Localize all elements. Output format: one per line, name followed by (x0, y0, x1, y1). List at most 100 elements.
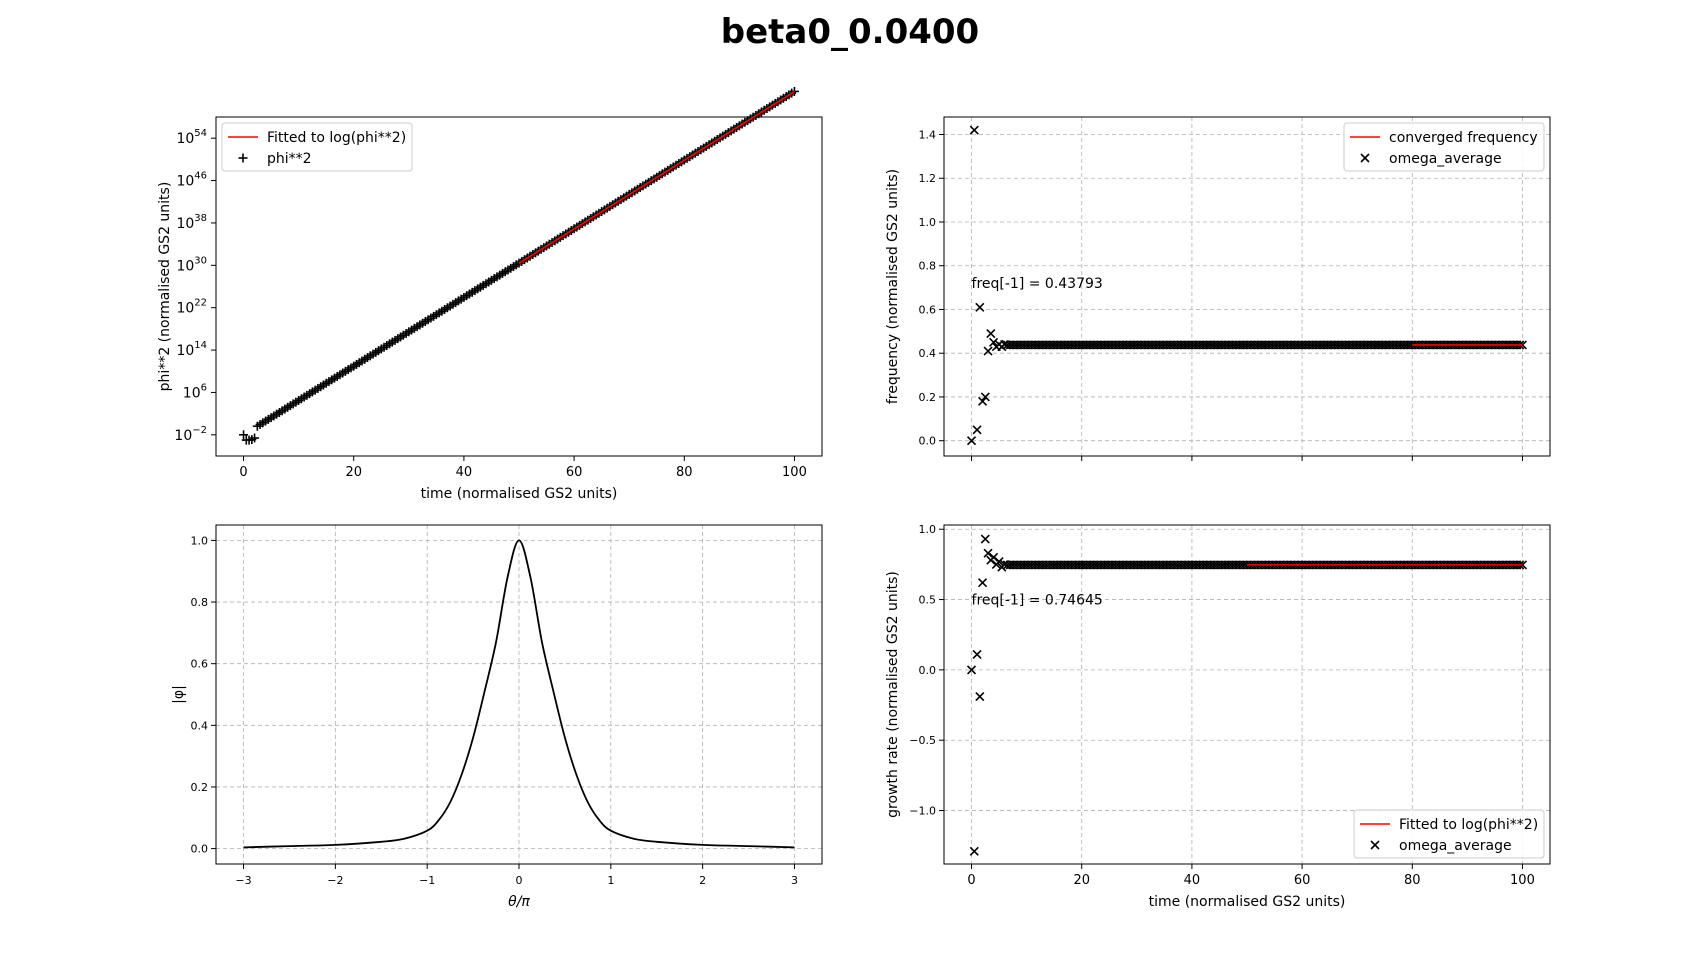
y-tick-label: 1.2 (919, 172, 937, 185)
legend-frame (221, 122, 413, 172)
y-tick-label: 1.0 (919, 216, 937, 229)
axes-frame (943, 116, 1551, 457)
eigenfunction-chart: −3 −2 −1 0 1 2 3 0.0 0.2 0.4 0.6 0.8 1.0 θ/π |φ| (171, 524, 823, 910)
legend-label: Fitted to log(phi**2) (267, 130, 406, 146)
growth-annotation: freq[-1] = 0.74645 (972, 593, 1103, 609)
x-tick-label: 3 (791, 874, 798, 887)
y-tick-label: −0.5 (909, 734, 936, 747)
y-tick-label: 1030 (176, 255, 207, 274)
frequency-chart: 0.0 0.2 0.4 0.6 0.8 1.0 1.2 1.4 frequency (norma… (885, 116, 1551, 461)
x-tick-label: −1 (419, 874, 435, 887)
axes-frame (943, 524, 1551, 865)
legend: Fitted to log(phi**2) phi**2 (221, 122, 413, 172)
y-tick-label: 0.5 (919, 594, 937, 607)
x-tick-label: 0 (967, 873, 975, 888)
x-tick-label: 60 (566, 465, 583, 480)
y-axis-label: growth rate (normalised GS2 units) (885, 571, 901, 818)
growth-point (975, 692, 985, 702)
frequency-point (986, 328, 996, 339)
y-tick-label: 1054 (176, 128, 207, 147)
growth-rate-chart: 0 20 40 60 80 100 −1.0 −0.5 0.0 0.5 1.0 time (norma… (885, 523, 1551, 910)
y-tick-label: 0.6 (919, 303, 937, 316)
y-tick-label: 1.0 (919, 523, 937, 536)
y-tick-label: 0.8 (919, 260, 937, 273)
growth-point (983, 548, 993, 558)
x-tick-label: −2 (327, 874, 343, 887)
y-tick-label: −1.0 (909, 805, 936, 818)
x-tick-label: 60 (1294, 873, 1311, 888)
frequency-point (966, 436, 977, 446)
y-tick-label: 10−2 (174, 425, 207, 444)
growth-point (989, 552, 999, 562)
x-tick-label: 40 (1184, 873, 1201, 888)
phi2-point (239, 430, 249, 440)
x-tick-label: 80 (1404, 873, 1421, 888)
legend-x-marker (1360, 153, 1370, 163)
legend-frame (1343, 122, 1545, 172)
y-tick-label: 106 (183, 382, 207, 401)
growth-point (969, 846, 979, 856)
y-axis-label: phi**2 (normalised GS2 units) (157, 182, 173, 392)
legend: Fitted to log(phi**2) omega_average (1353, 809, 1545, 859)
x-tick-label: 1 (607, 874, 614, 887)
x-tick-label: 0 (516, 874, 523, 887)
frequency-point (975, 302, 985, 312)
frequency-point (969, 125, 979, 135)
figure-title: beta0_0.0400 (720, 12, 980, 52)
y-tick-label: 1.4 (919, 128, 937, 141)
legend-label: omega_average (1389, 151, 1502, 167)
frequency-point (989, 337, 999, 347)
growth-point (966, 665, 977, 675)
legend-label: omega_average (1399, 838, 1512, 854)
growth-point (972, 649, 982, 659)
y-tick-label: 0.0 (919, 435, 937, 448)
legend-x-marker (1370, 840, 1380, 850)
x-tick-label: 100 (1510, 873, 1535, 888)
legend-label: converged frequency (1389, 130, 1538, 146)
y-axis-label: frequency (normalised GS2 units) (885, 169, 901, 404)
x-tick-label: 20 (345, 465, 362, 480)
x-tick-label: 0 (239, 465, 247, 480)
y-tick-label: 0.2 (919, 391, 937, 404)
legend-frame (1353, 809, 1545, 859)
x-tick-label: 2 (699, 874, 706, 887)
frequency-point (977, 396, 988, 406)
y-tick-label: 0.0 (919, 664, 937, 677)
y-tick-label: 0.4 (919, 347, 937, 360)
y-tick-label: 0.0 (191, 843, 209, 856)
growth-point (994, 557, 1004, 567)
phi2-fit-line (518, 90, 795, 264)
y-tick-label: 1038 (176, 213, 207, 232)
y-tick-label: 1022 (176, 298, 207, 317)
y-tick-label: 1014 (176, 340, 207, 359)
x-tick-label: 100 (782, 465, 807, 480)
legend: converged frequency omega_average (1343, 122, 1545, 172)
y-tick-label: 1046 (176, 171, 207, 190)
x-tick-label: 20 (1073, 873, 1090, 888)
growth-markers (966, 534, 1528, 856)
axes-frame (215, 116, 823, 457)
x-tick-label: −3 (235, 874, 251, 887)
phi-squared-chart: 0 20 40 60 80 100 10−2 106 1014 1022 1030 1038 1046 1… (157, 86, 823, 502)
y-tick-label: 0.6 (191, 658, 209, 671)
frequency-point (983, 346, 993, 356)
growth-point (977, 578, 988, 588)
x-axis-label: time (normalised GS2 units) (421, 486, 618, 502)
legend-plus-marker (238, 153, 248, 163)
frequency-annotation: freq[-1] = 0.43793 (972, 276, 1103, 292)
y-tick-label: 1.0 (191, 534, 209, 547)
frequency-point (980, 392, 990, 402)
y-tick-label: 0.2 (191, 781, 209, 794)
frequency-markers (966, 125, 1528, 446)
x-axis-label: θ/π (508, 894, 530, 910)
y-tick-label: 0.8 (191, 596, 209, 609)
legend-label: Fitted to log(phi**2) (1399, 817, 1538, 833)
x-axis-label: time (normalised GS2 units) (1149, 894, 1346, 910)
legend-label: phi**2 (267, 151, 312, 167)
phi-magnitude-curve (243, 539, 795, 849)
frequency-point (972, 425, 982, 435)
phi2-point (250, 433, 260, 443)
x-tick-label: 80 (676, 465, 693, 480)
x-tick-label: 40 (456, 465, 473, 480)
